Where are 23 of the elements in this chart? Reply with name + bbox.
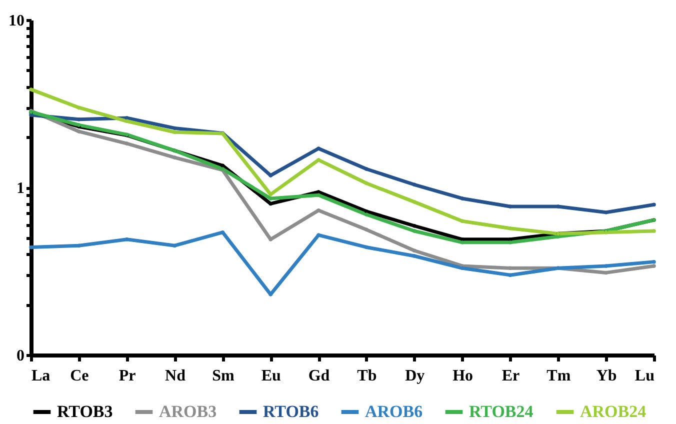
x-tick-label: Eu xyxy=(261,368,281,384)
y-tick-label: 0 xyxy=(16,348,24,364)
x-tick-label: Ce xyxy=(70,368,89,384)
x-tick-label: Yb xyxy=(596,368,617,384)
x-tick-label: Lu xyxy=(634,368,655,384)
legend-label: AROB6 xyxy=(365,402,423,421)
legend-label: AROB3 xyxy=(159,402,217,421)
x-tick-label: Tm xyxy=(546,368,572,384)
x-tick-label: Gd xyxy=(308,368,330,384)
y-tick-label: 1 xyxy=(16,180,24,197)
legend-label: RTOB3 xyxy=(57,402,113,421)
legend-label: AROB24 xyxy=(580,402,647,421)
x-tick-label: Dy xyxy=(405,368,425,384)
x-tick-label: Pr xyxy=(118,368,136,384)
y-tick-label: 10 xyxy=(8,12,24,30)
x-tick-label: Ho xyxy=(452,368,474,384)
x-tick-label: Tb xyxy=(357,368,377,384)
x-tick-label: Sm xyxy=(212,368,235,384)
legend-label: RTOB6 xyxy=(263,402,319,421)
legend-label: RTOB24 xyxy=(469,402,534,421)
x-tick-label: Er xyxy=(502,368,520,384)
x-tick-label: Nd xyxy=(165,368,186,384)
x-tick-label: La xyxy=(32,368,50,384)
